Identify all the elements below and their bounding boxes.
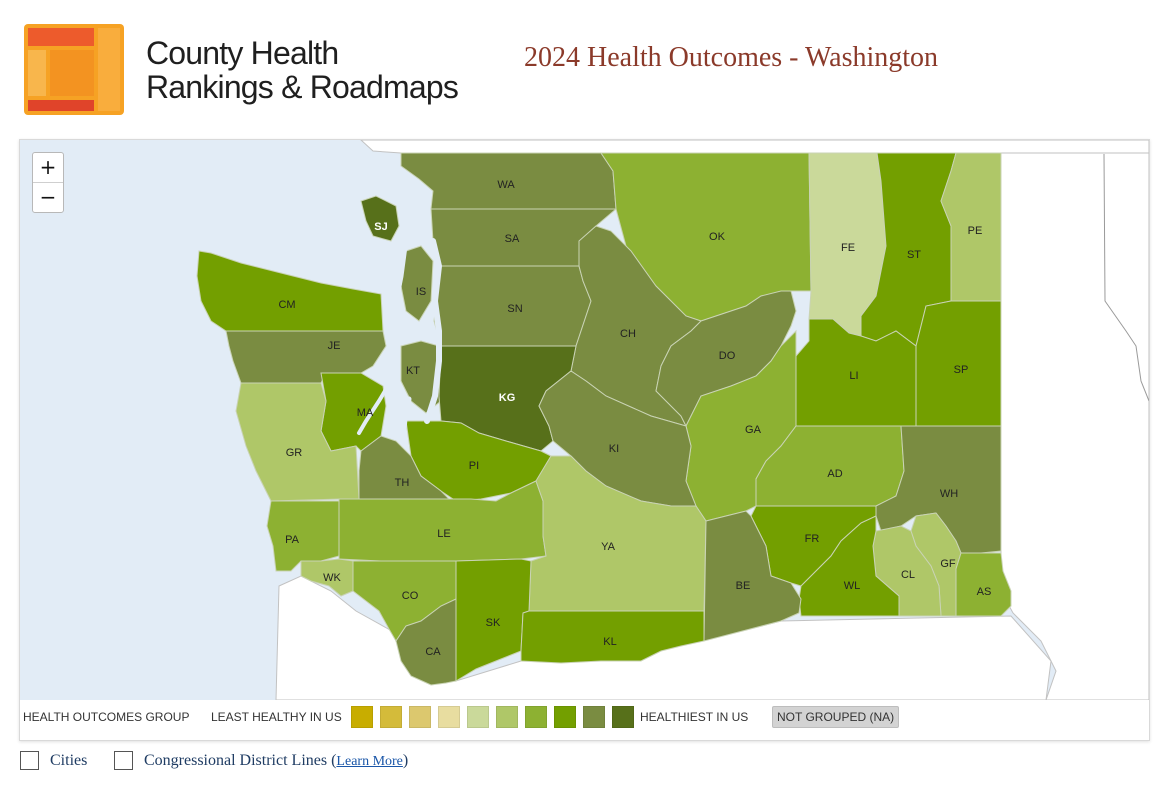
label-AS: AS (977, 586, 992, 598)
label-WL: WL (844, 580, 861, 592)
county-PE[interactable] (940, 152, 1002, 302)
zoom-out-button[interactable]: − (33, 182, 63, 212)
label-CO: CO (402, 590, 419, 602)
label-BE: BE (736, 580, 751, 592)
label-SP: SP (954, 364, 969, 376)
legend-swatch-1[interactable] (351, 706, 373, 728)
chr-logo (24, 24, 124, 115)
land-idaho (1000, 152, 1149, 700)
legend-swatch-6[interactable] (496, 706, 518, 728)
label-GA: GA (745, 424, 762, 436)
label-LE: LE (437, 528, 450, 540)
map-container[interactable]: WA SJ SA IS SN OK FE ST PE CM JE CH DO K… (19, 139, 1150, 741)
label-MA: MA (357, 407, 374, 419)
label-TH: TH (395, 477, 410, 489)
report-title: 2024 Health Outcomes - Washington (524, 42, 939, 73)
districts-checkbox[interactable] (114, 751, 133, 770)
cities-label[interactable]: Cities (50, 752, 88, 769)
county-AS[interactable] (955, 552, 1012, 617)
label-CL: CL (901, 569, 915, 581)
open-paren: ( (331, 752, 337, 769)
brand-name: County Health Rankings & Roadmaps (146, 35, 459, 105)
legend-swatch-9[interactable] (583, 706, 605, 728)
legend-swatch-2[interactable] (380, 706, 402, 728)
zoom-control: + − (32, 152, 64, 213)
cities-checkbox[interactable] (20, 751, 39, 770)
legend-swatch-5[interactable] (467, 706, 489, 728)
label-KG: KG (499, 392, 516, 404)
label-CH: CH (620, 328, 636, 340)
brand-line-2: Rankings & Roadmaps (146, 69, 459, 105)
county-SJ[interactable] (360, 195, 400, 242)
label-DO: DO (719, 350, 736, 362)
label-PE: PE (968, 225, 983, 237)
label-SK: SK (486, 617, 501, 629)
county-KL[interactable] (520, 610, 705, 664)
brand-line-1: County Health (146, 35, 339, 71)
legend-swatch-10[interactable] (612, 706, 634, 728)
legend-swatch-7[interactable] (525, 706, 547, 728)
county-CA[interactable] (395, 598, 457, 686)
county-IS[interactable] (400, 245, 434, 322)
label-SJ: SJ (374, 221, 387, 233)
idaho-border-line (1103, 153, 1149, 402)
label-GR: GR (286, 447, 303, 459)
legend-swatch-4[interactable] (438, 706, 460, 728)
label-FR: FR (805, 533, 820, 545)
learn-more-link[interactable]: Learn More (336, 754, 403, 769)
county-LI[interactable] (795, 318, 917, 427)
label-CA: CA (425, 646, 441, 658)
washington-county-map[interactable]: WA SJ SA IS SN OK FE ST PE CM JE CH DO K… (20, 140, 1149, 700)
label-KL: KL (603, 636, 616, 648)
label-PA: PA (285, 534, 300, 546)
land-canada (360, 140, 1149, 155)
label-WA: WA (497, 179, 515, 191)
label-WK: WK (323, 572, 341, 584)
county-WL[interactable] (798, 515, 900, 617)
label-FE: FE (841, 242, 855, 254)
legend: HEALTH OUTCOMES GROUP LEAST HEALTHY IN U… (20, 706, 1149, 728)
label-CM: CM (278, 299, 295, 311)
legend-swatch-8[interactable] (554, 706, 576, 728)
legend-swatch-3[interactable] (409, 706, 431, 728)
label-ST: ST (907, 249, 921, 261)
county-CM[interactable] (196, 250, 384, 332)
zoom-in-button[interactable]: + (39, 155, 57, 179)
label-KT: KT (406, 365, 420, 377)
county-TH[interactable] (358, 435, 451, 500)
county-BE[interactable] (703, 510, 802, 642)
label-IS: IS (416, 286, 426, 298)
puget-sound (357, 186, 443, 442)
county-WK[interactable] (300, 558, 354, 597)
legend-least-healthy: LEAST HEALTHY IN US (211, 710, 342, 724)
legend-healthiest: HEALTHIEST IN US (640, 710, 749, 724)
close-paren: ) (402, 752, 409, 769)
label-WH: WH (940, 488, 958, 500)
legend-not-grouped[interactable]: NOT GROUPED (NA) (772, 706, 900, 728)
districts-text[interactable]: Congressional District Lines (144, 752, 328, 769)
label-PI: PI (469, 460, 479, 472)
label-SN: SN (507, 303, 522, 315)
label-LI: LI (849, 370, 858, 382)
label-YA: YA (601, 541, 616, 553)
label-JE: JE (328, 340, 341, 352)
label-AD: AD (827, 468, 842, 480)
label-KI: KI (609, 443, 619, 455)
label-SA: SA (505, 233, 520, 245)
label-GF: GF (940, 558, 956, 570)
districts-label: Congressional District Lines (Learn More… (144, 752, 408, 770)
legend-title: HEALTH OUTCOMES GROUP (23, 710, 190, 724)
label-OK: OK (709, 231, 726, 243)
